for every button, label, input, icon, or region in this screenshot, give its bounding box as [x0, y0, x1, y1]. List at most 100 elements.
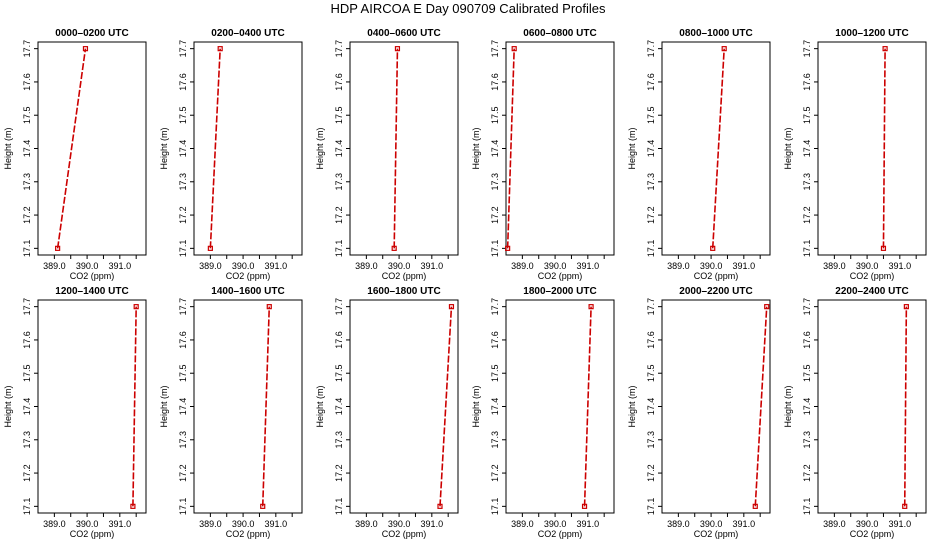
y-tick-label: 17.3: [334, 431, 344, 449]
y-tick-label: 17.4: [22, 140, 32, 158]
y-tick-label: 17.2: [646, 464, 656, 482]
data-point: [505, 245, 511, 251]
x-axis-label: CO2 (ppm): [538, 271, 583, 281]
y-tick-label: 17.1: [490, 240, 500, 258]
data-point: [511, 46, 517, 52]
data-point: [764, 304, 770, 310]
x-axis-label: CO2 (ppm): [694, 271, 739, 281]
y-tick-label: 17.2: [646, 206, 656, 224]
y-tick-label: 17.5: [646, 106, 656, 124]
x-tick-label: 390.0: [76, 519, 99, 529]
y-tick-label: 17.7: [490, 298, 500, 316]
y-tick-label: 17.7: [334, 298, 344, 316]
x-tick-label: 390.0: [544, 519, 567, 529]
y-tick-label: 17.6: [490, 73, 500, 91]
y-tick-label: 17.2: [22, 464, 32, 482]
y-tick-label: 17.4: [802, 398, 812, 416]
y-tick-label: 17.7: [22, 40, 32, 58]
y-tick-label: 17.1: [334, 498, 344, 516]
y-tick-label: 17.2: [802, 464, 812, 482]
y-axis-label: Height (m): [315, 127, 325, 169]
y-tick-label: 17.3: [646, 173, 656, 191]
profile-line: [506, 48, 515, 249]
y-axis-label: Height (m): [627, 127, 637, 169]
x-axis-label: CO2 (ppm): [382, 529, 427, 539]
x-axis-label: CO2 (ppm): [850, 271, 895, 281]
x-tick-label: 390.0: [856, 519, 879, 529]
page-title: HDP AIRCOA E Day 090709 Calibrated Profi…: [330, 1, 606, 16]
y-tick-label: 17.4: [334, 398, 344, 416]
panel-title: 1000–1200 UTC: [835, 28, 908, 39]
y-tick-label: 17.6: [646, 331, 656, 349]
plot-frame: [193, 299, 303, 514]
y-tick-label: 17.7: [802, 40, 812, 58]
panel-title: 2000–2200 UTC: [679, 286, 752, 297]
data-point: [207, 245, 213, 251]
y-tick-label: 17.5: [22, 364, 32, 382]
x-tick-label: 389.0: [823, 519, 846, 529]
y-tick-label: 17.7: [178, 40, 188, 58]
x-tick-label: 391.0: [421, 261, 444, 271]
y-tick-label: 17.2: [22, 206, 32, 224]
y-tick-label: 17.5: [490, 106, 500, 124]
y-tick-label: 17.3: [22, 431, 32, 449]
y-tick-label: 17.4: [22, 398, 32, 416]
x-axis-label: CO2 (ppm): [226, 529, 271, 539]
data-point: [217, 46, 223, 52]
profile-line: [583, 306, 592, 507]
panel-title: 0200–0400 UTC: [211, 28, 284, 39]
y-tick-label: 17.4: [334, 140, 344, 158]
y-tick-label: 17.6: [22, 331, 32, 349]
x-tick-label: 389.0: [511, 261, 534, 271]
y-tick-label: 17.5: [178, 106, 188, 124]
x-tick-label: 389.0: [511, 519, 534, 529]
y-tick-label: 17.6: [178, 331, 188, 349]
x-tick-label: 389.0: [43, 261, 66, 271]
y-tick-label: 17.2: [178, 464, 188, 482]
y-tick-label: 17.1: [22, 240, 32, 258]
plot-frame: [505, 41, 615, 256]
x-axis-label: CO2 (ppm): [70, 271, 115, 281]
profile-line: [754, 306, 768, 507]
y-tick-label: 17.4: [178, 398, 188, 416]
data-point: [902, 503, 908, 509]
x-tick-label: 390.0: [856, 261, 879, 271]
y-tick-label: 17.3: [334, 173, 344, 191]
y-tick-label: 17.3: [490, 173, 500, 191]
data-point: [437, 503, 443, 509]
x-tick-label: 389.0: [355, 261, 378, 271]
profile-line: [56, 48, 87, 249]
x-tick-label: 390.0: [700, 261, 723, 271]
data-point: [721, 46, 727, 52]
y-tick-label: 17.7: [178, 298, 188, 316]
plot-frame: [193, 41, 303, 256]
x-axis-label: CO2 (ppm): [226, 271, 271, 281]
y-tick-label: 17.3: [178, 173, 188, 191]
plot-frame: [349, 41, 459, 256]
x-tick-label: 390.0: [232, 519, 255, 529]
x-tick-label: 390.0: [544, 261, 567, 271]
plot-frame: [349, 299, 459, 514]
y-axis-label: Height (m): [3, 127, 13, 169]
data-point: [752, 503, 758, 509]
y-tick-label: 17.1: [22, 498, 32, 516]
data-point: [130, 503, 136, 509]
x-axis-label: CO2 (ppm): [70, 529, 115, 539]
x-tick-label: 389.0: [823, 261, 846, 271]
x-tick-label: 391.0: [265, 519, 288, 529]
profile-line: [882, 48, 886, 249]
data-point: [581, 503, 588, 509]
y-tick-label: 17.4: [178, 140, 188, 158]
x-axis-label: CO2 (ppm): [850, 529, 895, 539]
y-axis-label: Height (m): [471, 127, 481, 169]
y-tick-label: 17.2: [490, 206, 500, 224]
data-point: [448, 304, 455, 310]
y-tick-label: 17.3: [22, 173, 32, 191]
